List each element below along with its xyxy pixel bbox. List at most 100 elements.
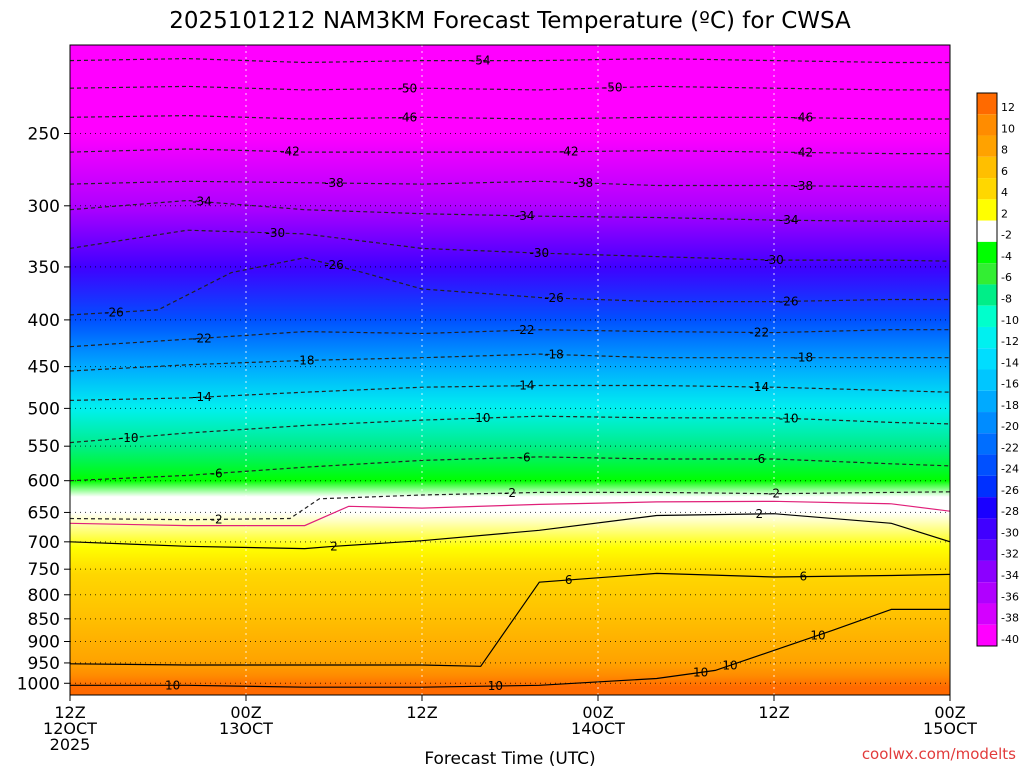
x-tick-label: 12Z (54, 703, 85, 722)
contour-line (70, 384, 950, 401)
colorbar-label: -6 (1001, 271, 1012, 284)
colorbar-swatch (977, 305, 997, 327)
contour-label: -2 (504, 486, 516, 500)
colorbar-swatch (977, 560, 997, 583)
colorbar-label: 8 (1001, 144, 1008, 157)
colorbar-label: 4 (1001, 186, 1008, 199)
grid (70, 45, 950, 695)
y-tick-label: 400 (28, 311, 60, 331)
contour-line (70, 114, 950, 120)
contour-line (70, 180, 950, 188)
x-tick-label: 12Z (406, 703, 437, 722)
contour-line (70, 199, 950, 222)
colorbar-label: -18 (1001, 399, 1019, 412)
contour-label: -42 (280, 145, 300, 159)
colorbar-swatch (977, 475, 997, 498)
x-axis-label: Forecast Time (UTC) (424, 749, 595, 768)
y-tick-label: 700 (28, 533, 60, 553)
contour-label: -2 (211, 512, 223, 526)
colorbar-swatch (977, 433, 997, 455)
colorbar-label: -2 (1001, 229, 1012, 242)
colorbar-swatch (977, 603, 997, 625)
contour-line (70, 456, 950, 482)
colorbar-swatch (977, 454, 997, 476)
contour-label: 10 (165, 678, 180, 692)
y-tick-label: 600 (28, 472, 60, 492)
contour-line (70, 57, 950, 64)
contour-label: -46 (398, 111, 418, 125)
contour-label: -26 (544, 291, 564, 305)
colorbar-label: -10 (1001, 314, 1019, 327)
colorbar-label: -16 (1001, 378, 1019, 391)
y-tick-label: 1000 (17, 674, 60, 694)
colorbar-swatch (977, 518, 997, 540)
colorbar-swatch (977, 326, 997, 349)
x-tick-label: 15OCT (923, 719, 977, 738)
colorbar-swatch (977, 114, 997, 136)
contour-label: -18 (295, 353, 315, 367)
colorbar-swatch (977, 624, 997, 646)
colorbar-swatch (977, 348, 997, 370)
chart-title: 2025101212 NAM3KM Forecast Temperature (… (169, 8, 851, 34)
y-tick-label: 550 (28, 437, 60, 457)
contour-label: 6 (800, 570, 808, 584)
contour-label: 2 (330, 539, 338, 553)
colorbar-label: -26 (1001, 484, 1019, 497)
contour-label: -10 (779, 411, 799, 425)
contour-label: -14 (192, 390, 212, 404)
colorbar: 12 10 8 6 4 2 -2 -4 -6 -8 -10 -12 -14 -16 -18 -20 -22 -24… (976, 92, 1019, 647)
y-tick-label: 450 (28, 358, 60, 378)
y-axis: 2503003504004505005506006507007508008509… (17, 124, 70, 694)
contour-label: -42 (559, 145, 579, 159)
contour-label: -34 (515, 209, 535, 223)
contour-label: -18 (794, 351, 814, 365)
contour-label: 10 (810, 629, 825, 643)
x-tick-label: 13OCT (219, 719, 273, 738)
contour-label: 6 (565, 573, 573, 587)
colorbar-label: 6 (1001, 165, 1008, 178)
x-tick-label: 12OCT (43, 719, 97, 738)
colorbar-swatch (977, 284, 997, 306)
contour-line (70, 415, 950, 444)
colorbar-swatch (977, 93, 997, 115)
contour-label: -6 (753, 452, 765, 466)
contour-label: -26 (779, 294, 799, 308)
y-tick-label: 800 (28, 586, 60, 606)
contour-label: -6 (211, 466, 223, 480)
contour-label: -22 (515, 323, 535, 337)
colorbar-swatch (977, 263, 997, 285)
contour-label: -26 (104, 305, 124, 319)
temperature-field (70, 45, 950, 695)
x-tick-label: 00Z (582, 703, 613, 722)
contour-label: -54 (471, 54, 491, 68)
colorbar-label: -20 (1001, 420, 1019, 433)
x-tick-label: 00Z (230, 703, 261, 722)
contour-label: -22 (750, 325, 770, 339)
contour-label: -50 (603, 81, 623, 95)
contour-label: 2 (756, 507, 764, 521)
contour-label: -26 (324, 258, 344, 272)
contour-label: -22 (192, 331, 212, 345)
y-tick-label: 650 (28, 503, 60, 523)
colorbar-swatch (977, 156, 997, 179)
colorbar-swatch (977, 412, 997, 434)
contour-line (70, 148, 950, 155)
contours: -54 -50 -50 -46 -46 -42 -42 -42 -38 -38 -38 -34 -34 -… (70, 54, 950, 693)
colorbar-swatch (977, 241, 997, 264)
colorbar-label: -40 (1001, 633, 1019, 646)
colorbar-swatch (977, 135, 997, 157)
contour-label: -46 (794, 111, 814, 125)
contour-line (70, 257, 950, 316)
contour-line (70, 500, 950, 527)
x-tick-label: 14OCT (571, 719, 625, 738)
colorbar-label: -28 (1001, 505, 1019, 518)
contour-label: -18 (544, 348, 564, 362)
contour-line (70, 329, 950, 348)
contour-line (70, 608, 950, 688)
colorbar-swatch (977, 390, 997, 413)
colorbar-label: -32 (1001, 548, 1019, 561)
colorbar-label: -34 (1001, 569, 1019, 582)
contour-line (70, 353, 950, 372)
